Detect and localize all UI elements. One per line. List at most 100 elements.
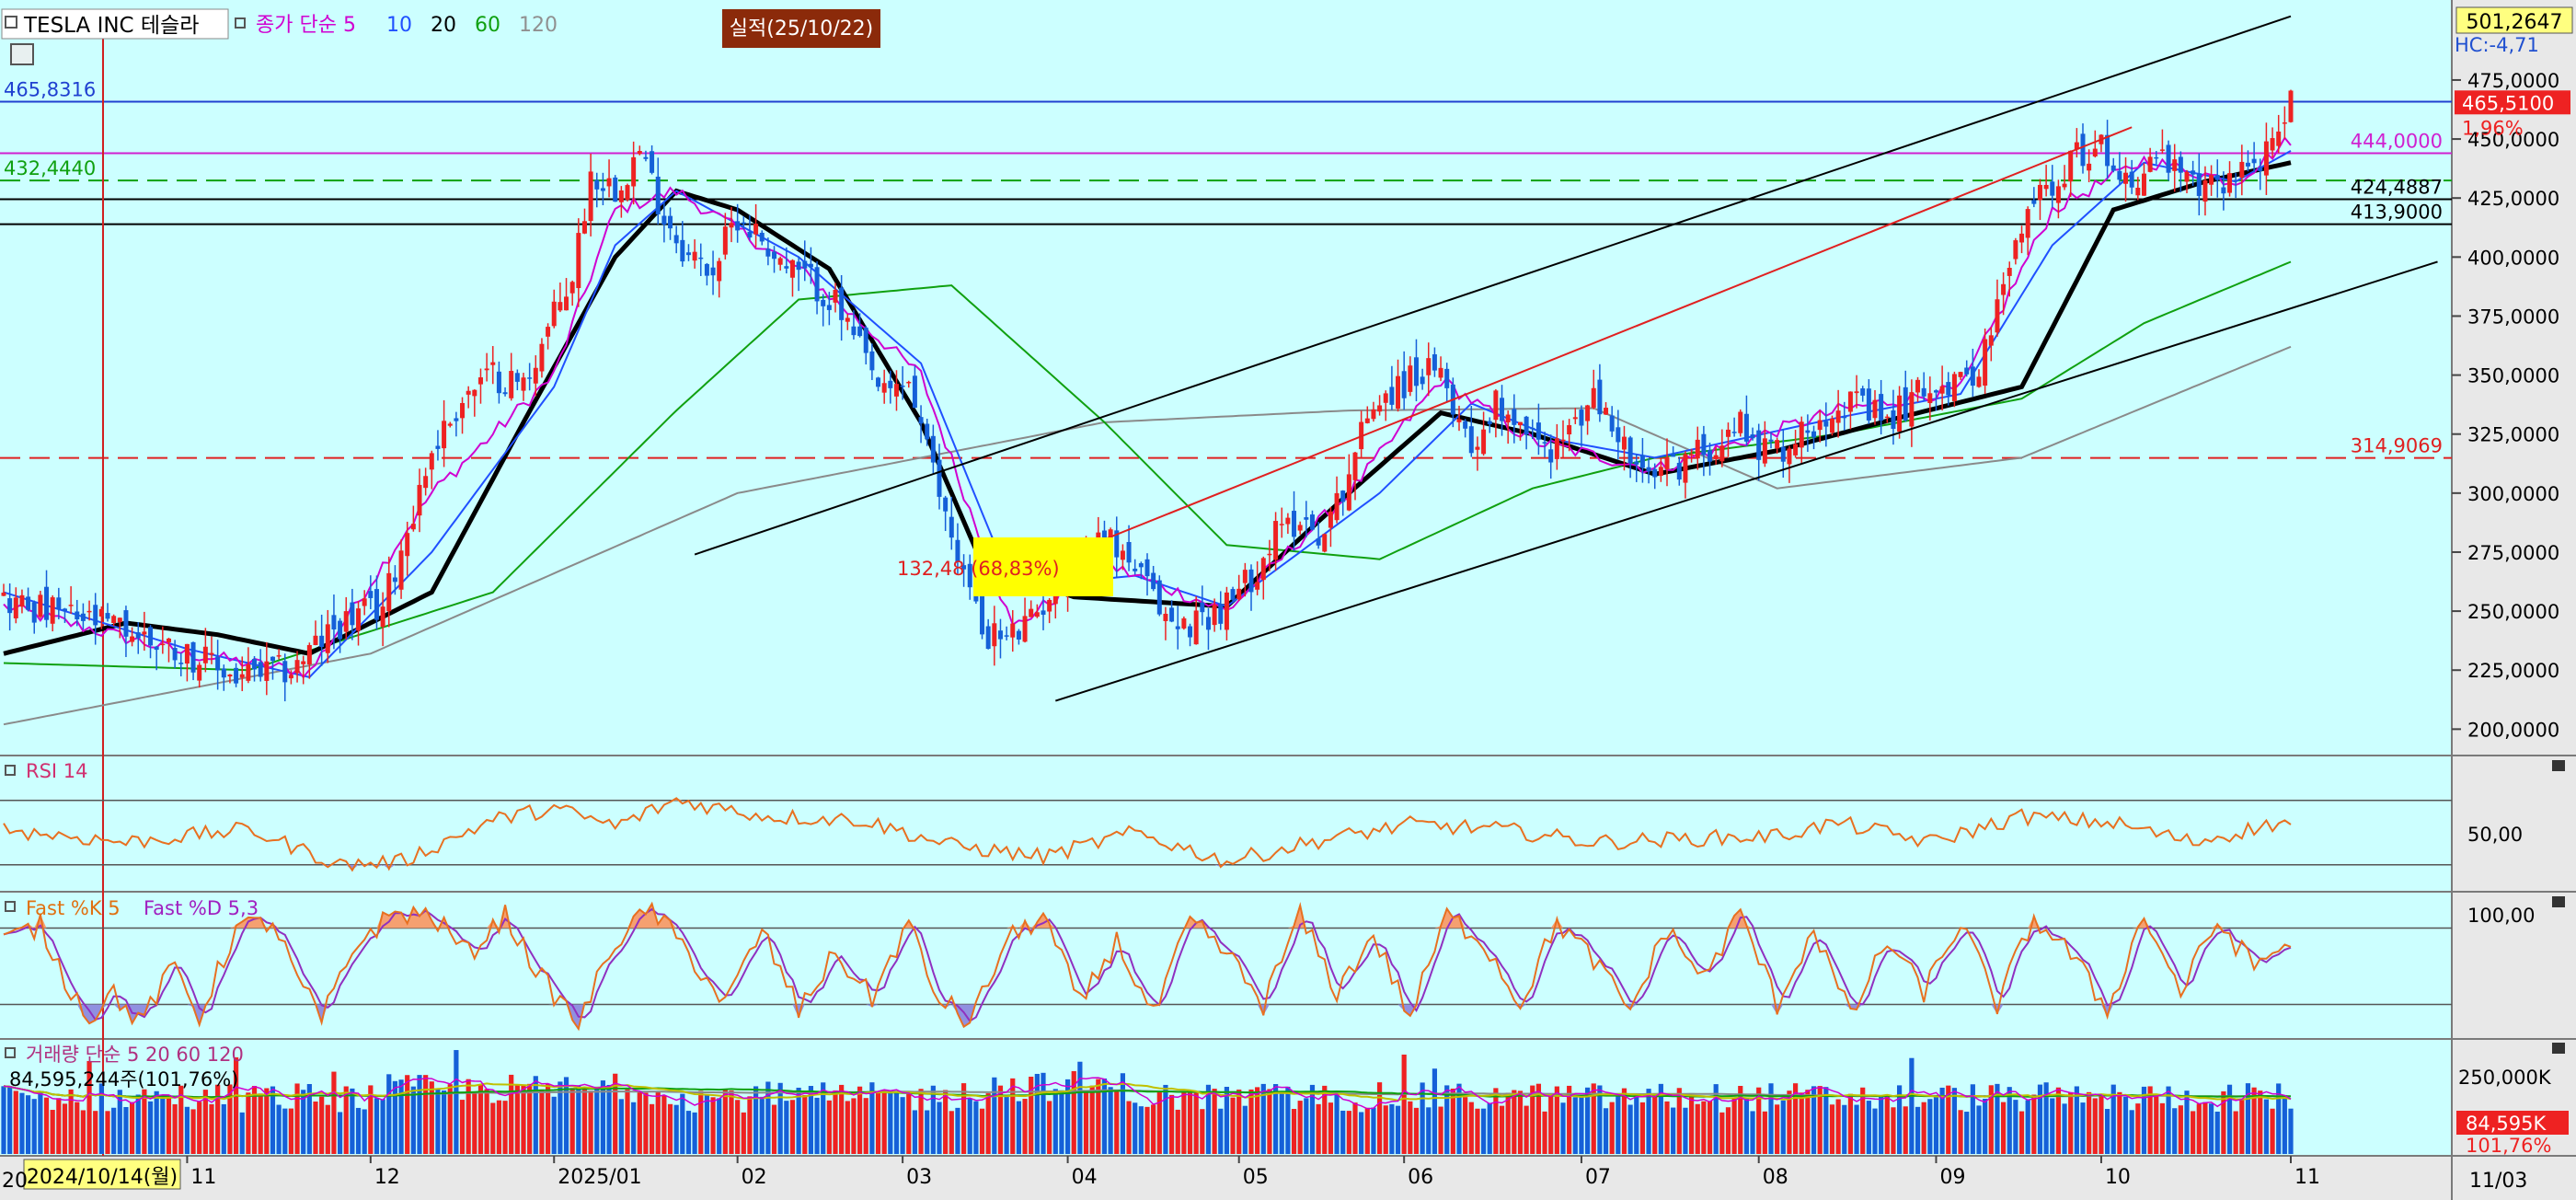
candle-body bbox=[747, 231, 753, 238]
volume-bar bbox=[423, 1075, 429, 1154]
candle-body bbox=[7, 598, 13, 614]
trendline bbox=[1042, 126, 2133, 565]
candle-body bbox=[160, 643, 166, 646]
volume-bar bbox=[521, 1085, 526, 1154]
candle-body bbox=[722, 226, 728, 255]
volume-bar bbox=[826, 1100, 832, 1154]
candle-body bbox=[1597, 379, 1603, 415]
candle-body bbox=[1438, 367, 1443, 378]
stoch-close-icon[interactable] bbox=[2552, 896, 2565, 907]
volume-bar bbox=[1743, 1097, 1750, 1154]
volume-bar bbox=[1279, 1092, 1284, 1154]
volume-bar bbox=[2258, 1090, 2263, 1154]
candle-body bbox=[906, 381, 912, 384]
ma-legend-item: 120 bbox=[519, 14, 558, 37]
volume-bar bbox=[306, 1083, 312, 1154]
volume-bar bbox=[802, 1095, 808, 1154]
volume-bar bbox=[1236, 1090, 1242, 1154]
volume-bar bbox=[1126, 1101, 1132, 1154]
candle-body bbox=[2159, 149, 2165, 151]
volume-bar bbox=[319, 1096, 325, 1154]
candle-body bbox=[1230, 589, 1236, 600]
x-right-label: 11/03 bbox=[2469, 1170, 2527, 1193]
volume-close-icon[interactable] bbox=[2552, 1043, 2565, 1054]
candle-body bbox=[949, 516, 954, 538]
volume-bar bbox=[2074, 1086, 2079, 1154]
volume-bar bbox=[405, 1075, 410, 1154]
volume-bar bbox=[221, 1103, 226, 1154]
candle-body bbox=[1891, 410, 1896, 429]
candle-body bbox=[1151, 572, 1156, 590]
candle-body bbox=[661, 215, 667, 225]
volume-bar bbox=[202, 1090, 208, 1154]
volume-bar bbox=[1047, 1101, 1052, 1154]
grid-toggle-icon[interactable] bbox=[10, 43, 34, 65]
volume-bar bbox=[2080, 1102, 2086, 1154]
volume-bar bbox=[2196, 1103, 2202, 1154]
volume-bar bbox=[1248, 1089, 1254, 1154]
candle-body bbox=[2062, 183, 2067, 188]
candle-body bbox=[178, 663, 184, 664]
volume-bar bbox=[1524, 1105, 1529, 1154]
volume-bar bbox=[368, 1085, 374, 1154]
rsi-close-icon[interactable] bbox=[2552, 760, 2565, 771]
candle-body bbox=[1408, 365, 1413, 392]
candle-body bbox=[2074, 142, 2079, 150]
panel-menu-icon[interactable] bbox=[5, 16, 17, 29]
volume-bar bbox=[2226, 1084, 2233, 1154]
x-tick-label: 2024/10/14(월) bbox=[27, 1166, 178, 1189]
y-tick-label: 325,0000 bbox=[2467, 424, 2559, 446]
trendline bbox=[1054, 260, 2438, 702]
volume-bar bbox=[2043, 1082, 2049, 1154]
volume-bar bbox=[1829, 1104, 1835, 1154]
candle-body bbox=[239, 674, 245, 678]
candle-body bbox=[1976, 376, 1982, 387]
candle-body bbox=[1200, 602, 1205, 613]
volume-bar bbox=[869, 1082, 875, 1154]
volume-bar bbox=[2154, 1093, 2159, 1154]
candle-body bbox=[918, 417, 924, 424]
y-tick-label: 225,0000 bbox=[2467, 660, 2559, 682]
candle-body bbox=[246, 664, 251, 681]
candle-body bbox=[477, 377, 483, 385]
candle-body bbox=[1567, 425, 1572, 435]
bottom-axis-bg bbox=[0, 1156, 2576, 1200]
candle-body bbox=[86, 610, 92, 613]
stoch-panel bbox=[0, 901, 2452, 1032]
candle-body bbox=[930, 435, 936, 463]
volume-bar bbox=[1701, 1101, 1707, 1154]
volume-bar bbox=[1297, 1101, 1303, 1154]
volume-bar bbox=[729, 1090, 734, 1154]
candle-body bbox=[1915, 379, 1921, 393]
candle-body bbox=[1756, 430, 1762, 460]
candle-body bbox=[105, 613, 110, 619]
earnings-tag[interactable]: 실적(25/10/22) bbox=[730, 17, 873, 40]
candle-body bbox=[1316, 538, 1321, 546]
candle-body bbox=[1193, 610, 1199, 645]
volume-value-text: 84,595,244주(101,76%) bbox=[9, 1068, 238, 1090]
volume-bar bbox=[380, 1099, 385, 1154]
candle-body bbox=[997, 630, 1003, 640]
candle-body bbox=[2178, 156, 2183, 173]
volume-bar bbox=[43, 1097, 50, 1154]
candle-body bbox=[252, 659, 258, 670]
candle-body bbox=[1163, 613, 1168, 621]
candle-body bbox=[1304, 517, 1309, 520]
hc-text: HC:-4,71 bbox=[2455, 34, 2539, 56]
candle-body bbox=[1903, 387, 1908, 421]
candle-body bbox=[1621, 436, 1627, 450]
candle-body bbox=[2258, 167, 2263, 171]
top-right-value-bg bbox=[2455, 6, 2573, 34]
volume-bar bbox=[209, 1103, 214, 1154]
y-axis: 475,0000 450,0000 425,0000 400,0000 375,0000… bbox=[2452, 70, 2570, 741]
volume-bar bbox=[1713, 1084, 1719, 1154]
candle-body bbox=[184, 643, 190, 664]
volume-bar bbox=[771, 1104, 777, 1154]
volume-bar bbox=[2122, 1096, 2129, 1154]
candle-body bbox=[1292, 511, 1297, 537]
ma-legend-item: 10 bbox=[386, 14, 412, 37]
candle-body bbox=[1535, 422, 1541, 440]
volume-bar bbox=[2007, 1087, 2012, 1154]
candle-body bbox=[1627, 437, 1633, 464]
candle-body bbox=[2043, 184, 2049, 190]
